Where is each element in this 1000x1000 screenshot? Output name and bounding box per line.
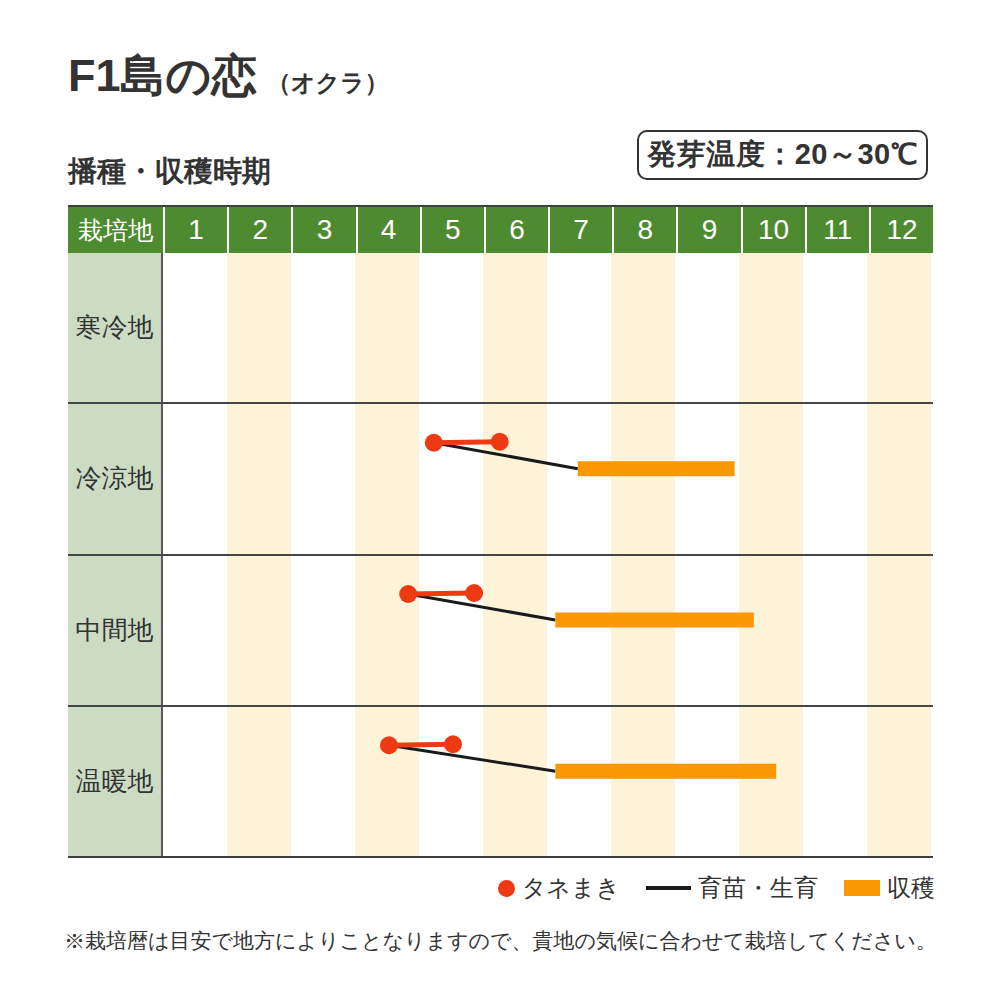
sow-dot-icon	[498, 880, 515, 897]
calendar-row-温暖地: 温暖地	[68, 705, 933, 856]
grow-line-icon	[646, 886, 691, 890]
page-title: F1島の恋 （オクラ）	[68, 47, 389, 106]
month-header-12: 12	[869, 207, 933, 253]
region-chart-area	[163, 253, 933, 402]
germination-temperature-box: 発芽温度：20～30℃	[637, 130, 928, 180]
month-header-7: 7	[548, 207, 612, 253]
month-header-3: 3	[291, 207, 355, 253]
region-chart-area	[163, 707, 933, 856]
month-header-11: 11	[805, 207, 869, 253]
product-name: F1島の恋	[68, 50, 257, 101]
region-chart-area	[163, 404, 933, 553]
legend: タネまき 育苗・生育 収穫	[498, 872, 935, 904]
region-chart-area	[163, 556, 933, 705]
month-header-8: 8	[612, 207, 676, 253]
region-label: 冷涼地	[68, 404, 163, 553]
harvest-bar-icon	[844, 880, 880, 896]
month-header-9: 9	[676, 207, 740, 253]
calendar-header-row: 栽培地 123456789101112	[68, 205, 933, 253]
calendar-row-冷涼地: 冷涼地	[68, 402, 933, 553]
region-label: 寒冷地	[68, 253, 163, 402]
legend-item-harvest: 収穫	[844, 872, 935, 904]
calendar-corner-cell: 栽培地	[68, 207, 163, 253]
legend-grow-label: 育苗・生育	[698, 872, 818, 904]
legend-item-sow: タネまき	[498, 872, 620, 904]
legend-sow-label: タネまき	[522, 872, 620, 904]
footnote: ※栽培暦は目安で地方によりことなりますので、貴地の気候に合わせて栽培してください…	[64, 927, 937, 955]
legend-harvest-label: 収穫	[887, 872, 935, 904]
month-header-1: 1	[163, 207, 227, 253]
calendar-body: 寒冷地冷涼地中間地温暖地	[68, 253, 933, 858]
month-header-5: 5	[420, 207, 484, 253]
month-header-10: 10	[741, 207, 805, 253]
product-variety: （オクラ）	[267, 69, 389, 96]
legend-item-grow: 育苗・生育	[646, 872, 818, 904]
month-header-6: 6	[484, 207, 548, 253]
calendar-row-中間地: 中間地	[68, 554, 933, 705]
month-header-2: 2	[227, 207, 291, 253]
germination-temperature-label: 発芽温度：20～30℃	[647, 135, 918, 175]
calendar-row-寒冷地: 寒冷地	[68, 253, 933, 402]
month-header-4: 4	[356, 207, 420, 253]
region-label: 中間地	[68, 556, 163, 705]
cultivation-calendar: 栽培地 123456789101112 寒冷地冷涼地中間地温暖地	[68, 205, 933, 858]
section-label: 播種・収穫時期	[68, 152, 271, 192]
region-label: 温暖地	[68, 707, 163, 856]
